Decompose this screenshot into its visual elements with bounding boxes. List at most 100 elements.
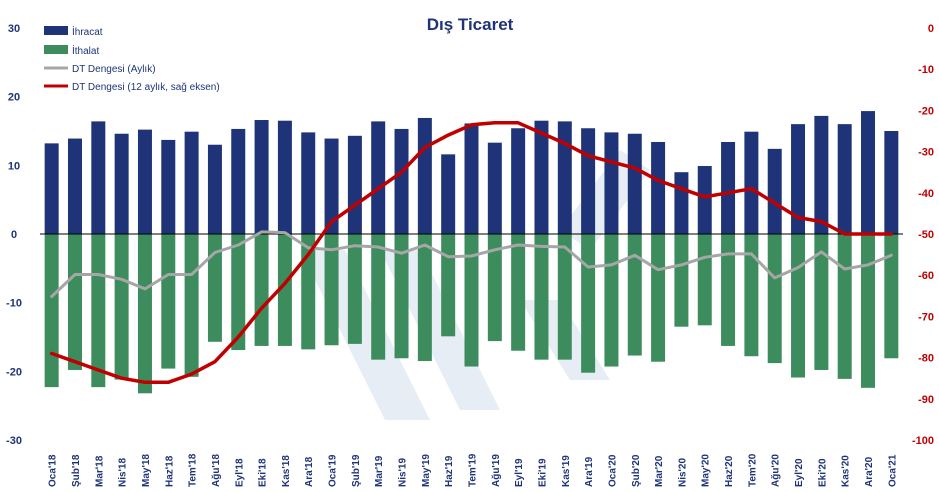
legend-label-ithalat: İthalat	[72, 44, 99, 57]
bar	[534, 120, 549, 234]
bar	[791, 234, 806, 378]
right-tick-label: 0	[928, 23, 934, 35]
bar	[534, 234, 549, 360]
bar	[464, 123, 479, 234]
bar	[371, 234, 386, 360]
bar	[91, 234, 106, 388]
bar	[791, 124, 806, 234]
left-tick-label: 20	[8, 92, 20, 104]
bar	[557, 121, 572, 234]
x-tick-label: Eyl'20	[794, 458, 805, 487]
bar	[417, 117, 432, 234]
legend: İhracat İthalat DT Dengesi (Aylık) DT De…	[44, 25, 220, 93]
bar	[604, 234, 619, 367]
x-tick-label: Eyl'18	[234, 458, 245, 487]
x-tick-label: Tem'18	[188, 453, 199, 487]
x-axis: Oca'18 Şub'18 Mar'18 Nis'18 May'18 Haz'18 Tem'…	[48, 453, 899, 487]
legend-label-ihracat: İhracat	[72, 25, 103, 38]
bar	[674, 172, 689, 234]
bar	[371, 121, 386, 234]
bar	[161, 139, 176, 234]
bar	[161, 234, 176, 369]
bar	[254, 234, 269, 346]
right-tick-label: -60	[918, 270, 934, 282]
bar	[231, 234, 246, 351]
left-axis: 30 20 10 0 -10 -20 -30	[6, 23, 22, 447]
bar	[511, 128, 526, 234]
x-tick-label: Oca'20	[607, 454, 618, 487]
bar	[347, 234, 362, 344]
bar-series	[44, 111, 899, 394]
x-tick-label: Nis'20	[677, 457, 688, 487]
x-tick-label: May'20	[701, 454, 712, 487]
right-tick-label: -30	[918, 147, 934, 159]
right-tick-label: -100	[912, 435, 934, 447]
right-tick-label: -10	[918, 64, 934, 76]
right-tick-label: -80	[918, 353, 934, 365]
x-tick-label: Ağu'20	[771, 454, 782, 487]
bar	[697, 234, 712, 326]
bar	[814, 234, 829, 370]
chart-title: Dış Ticaret	[427, 15, 514, 34]
bar	[674, 234, 689, 327]
left-tick-label: 0	[11, 229, 17, 241]
bar	[627, 133, 642, 234]
bar	[837, 234, 852, 379]
x-tick-label: Oca'21	[887, 454, 898, 487]
bar	[44, 234, 59, 388]
bar	[721, 141, 736, 234]
bar	[721, 234, 736, 346]
left-tick-label: -20	[6, 366, 22, 378]
bar	[417, 234, 432, 362]
bar	[697, 166, 712, 234]
x-tick-label: Eki'20	[817, 458, 828, 487]
x-tick-label: Ara'20	[864, 456, 875, 487]
bar	[91, 121, 106, 234]
x-tick-label: Eki'19	[537, 458, 548, 487]
x-tick-label: Eyl'19	[514, 458, 525, 487]
x-tick-label: Nis'19	[398, 457, 409, 487]
legend-item-ithalat: İthalat	[44, 44, 99, 57]
x-tick-label: Haz'20	[724, 455, 735, 487]
x-tick-label: Mar'20	[654, 455, 665, 487]
bar	[581, 234, 596, 373]
left-tick-label: 30	[8, 23, 20, 35]
bar	[207, 144, 222, 234]
right-axis: 0 -10 -20 -30 -40 -50 -60 -70 -80 -90 -100	[912, 23, 934, 447]
x-tick-label: Haz'19	[444, 455, 455, 487]
bar	[837, 124, 852, 234]
x-tick-label: Kas'18	[281, 455, 292, 487]
legend-item-ihracat: İhracat	[44, 25, 103, 38]
legend-item-dt-12-aylik: DT Dengesi (12 aylık, sağ eksen)	[44, 82, 220, 93]
x-tick-label: Kas'19	[561, 455, 572, 487]
legend-swatch-ithalat	[44, 45, 68, 54]
x-tick-label: Oca'18	[48, 454, 59, 487]
bar	[441, 154, 456, 234]
bar	[394, 234, 409, 359]
x-tick-label: Nis'18	[118, 457, 129, 487]
bar	[394, 128, 409, 234]
bar	[487, 234, 502, 342]
bar	[347, 135, 362, 234]
x-tick-label: Haz'18	[164, 455, 175, 487]
bar	[301, 132, 316, 234]
line-dt-aylik	[50, 230, 893, 298]
left-tick-label: -10	[6, 298, 22, 310]
x-tick-label: Eki'18	[258, 458, 269, 487]
legend-label-dt-aylik: DT Dengesi (Aylık)	[72, 64, 156, 75]
x-tick-label: May'18	[141, 454, 152, 487]
right-tick-label: -20	[918, 105, 934, 117]
x-tick-label: Şub'19	[351, 454, 362, 487]
x-tick-label: Mar'19	[374, 455, 385, 487]
bar	[511, 234, 526, 351]
x-tick-label: Kas'20	[841, 455, 852, 487]
bar	[861, 111, 876, 234]
bar	[557, 234, 572, 360]
left-tick-label: -30	[6, 435, 22, 447]
bar	[184, 234, 199, 377]
bar	[651, 234, 666, 362]
x-tick-label: Ara'18	[304, 456, 315, 487]
legend-swatch-ihracat	[44, 26, 68, 35]
x-tick-label: Tem'20	[747, 453, 758, 487]
bar	[744, 234, 759, 357]
